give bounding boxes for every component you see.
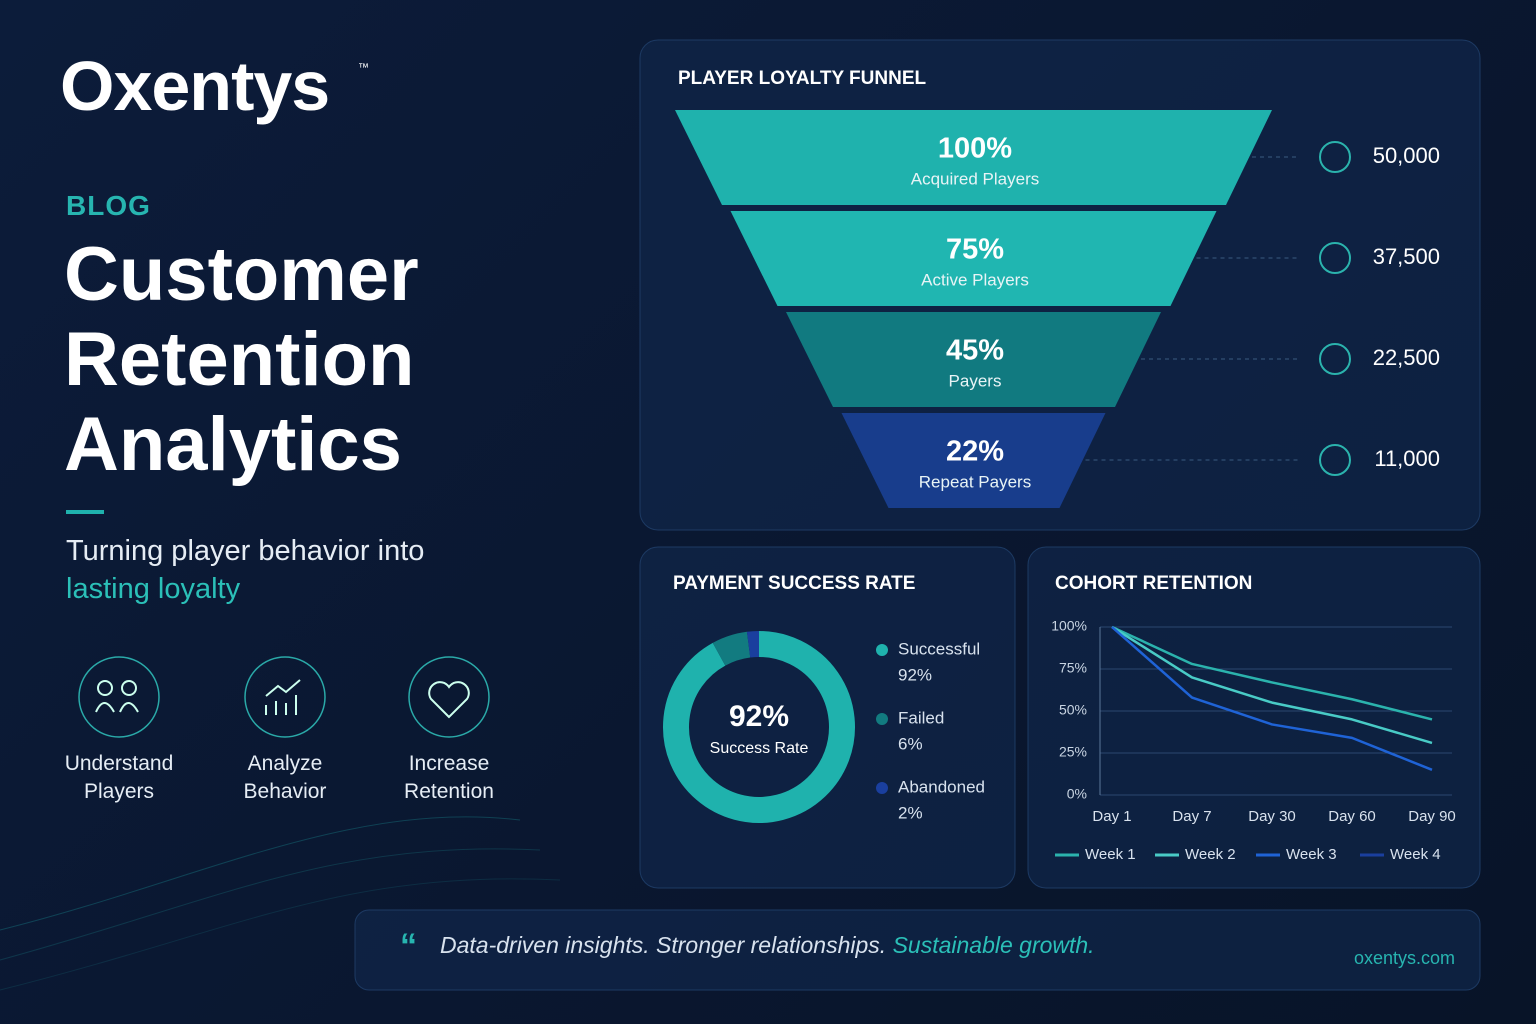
stage-count: 37,500	[1373, 244, 1440, 269]
subtitle: Turning player behavior into lasting loy…	[66, 532, 426, 608]
donut-segment	[712, 631, 751, 666]
trademark: ™	[358, 62, 369, 74]
x-tick-label: Day 30	[1248, 808, 1296, 825]
stage-label: Payers	[949, 371, 1002, 390]
chart-title: COHORT RETENTION	[1055, 573, 1252, 594]
stage-count: 22,500	[1373, 345, 1440, 370]
headline: Customer Retention Analytics	[64, 232, 419, 487]
wave	[0, 816, 521, 931]
legend-label: Week 4	[1390, 846, 1441, 863]
legend-label: Week 1	[1085, 846, 1136, 863]
rule	[66, 510, 104, 514]
y-tick-label: 100%	[1051, 618, 1087, 634]
feature-icon	[244, 656, 326, 738]
x-tick-label: Day 60	[1328, 808, 1376, 825]
legend-label: Week 3	[1286, 846, 1337, 863]
legend-value: 2%	[898, 803, 923, 822]
x-tick-label: Day 90	[1408, 808, 1456, 825]
icon-people	[95, 702, 139, 713]
wave	[0, 878, 561, 991]
y-tick-label: 75%	[1059, 660, 1087, 676]
url: oxentys.com	[1353, 948, 1455, 968]
chart-title: PLAYER LOYALTY FUNNEL	[678, 68, 926, 89]
legend-swatch	[876, 713, 888, 725]
feature-label: Understand Players	[64, 752, 174, 803]
legend-label: Abandoned	[898, 777, 985, 796]
feature-icon	[408, 656, 490, 738]
stage-icon	[1319, 242, 1351, 274]
donut-segment	[746, 631, 760, 658]
feature-icons	[78, 656, 490, 738]
legend-value: 92%	[898, 665, 932, 684]
legend-label: Successful	[898, 639, 980, 658]
y-tick-label: 0%	[1067, 786, 1087, 802]
quote-mark: “	[400, 927, 417, 965]
stage-icon	[1319, 141, 1351, 173]
stage-icon	[1319, 444, 1351, 476]
icon-chart	[265, 679, 301, 715]
stage-label: Active Players	[921, 270, 1029, 289]
donut-panel	[639, 546, 1016, 889]
stage-label: Acquired Players	[911, 169, 1040, 188]
quote-highlight: Sustainable growth.	[892, 932, 1095, 958]
quote-text: Data-driven insights. Stronger relations…	[440, 932, 887, 958]
stage-count: 11,000	[1374, 446, 1440, 471]
legend-label: Failed	[898, 708, 944, 727]
x-tick-label: Day 7	[1172, 808, 1211, 825]
series-line	[1111, 625, 1433, 721]
stage-percent: 75%	[946, 234, 1004, 266]
quote: Data-driven insights. Stronger relations…	[440, 932, 1095, 959]
icon-heart	[428, 681, 470, 719]
icon-people	[121, 680, 137, 696]
stage-percent: 22%	[946, 436, 1004, 468]
wave	[0, 848, 541, 961]
legend-value: 6%	[898, 734, 923, 753]
stage-percent: 45%	[946, 335, 1004, 367]
icon-people	[97, 680, 113, 696]
center-label: Success Rate	[710, 740, 809, 757]
subtitle-highlight: lasting loyalty	[66, 573, 241, 605]
stage-label: Repeat Payers	[919, 472, 1031, 491]
x-tick-label: Day 1	[1092, 808, 1131, 825]
stage-count: 50,000	[1373, 143, 1440, 168]
y-tick-label: 50%	[1059, 702, 1087, 718]
funnel-stage	[730, 211, 1217, 306]
series-line	[1111, 625, 1433, 745]
funnel-stage	[675, 110, 1272, 205]
legend-label: Week 2	[1185, 846, 1236, 863]
stage-icon	[1319, 343, 1351, 375]
donut-segment	[663, 631, 855, 823]
subtitle-text: Turning player behavior into	[66, 535, 425, 567]
funnel-stage	[786, 312, 1161, 407]
brand: Oxentys	[60, 47, 330, 125]
center-value: 92%	[729, 700, 789, 733]
quote-panel	[354, 909, 1481, 991]
funnel-stage	[841, 413, 1106, 508]
feature-icon	[78, 656, 160, 738]
y-tick-label: 25%	[1059, 744, 1087, 760]
series-line	[1111, 626, 1433, 771]
legend-swatch	[876, 782, 888, 794]
feature-label: Increase Retention	[404, 752, 494, 803]
stage-percent: 100%	[938, 133, 1012, 165]
legend-swatch	[876, 644, 888, 656]
kicker: BLOG	[66, 190, 151, 221]
feature-label: Analyze Behavior	[243, 752, 327, 803]
chart-title: PAYMENT SUCCESS RATE	[673, 573, 915, 594]
